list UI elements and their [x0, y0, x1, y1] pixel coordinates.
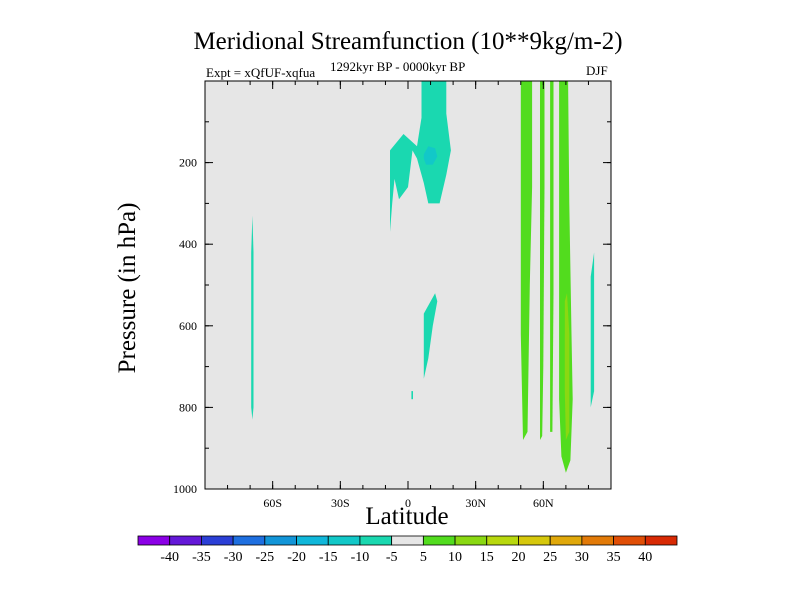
y-tick-label: 200	[179, 156, 197, 170]
colorbar-swatch	[232, 535, 266, 546]
colorbar-label: 30	[575, 550, 589, 565]
colorbar-label: 40	[638, 550, 652, 565]
colorbar-label: 5	[420, 550, 427, 565]
colorbar-label: 20	[511, 550, 525, 565]
colorbar-swatch	[644, 535, 678, 546]
colorbar-label: -35	[192, 550, 211, 565]
colorbar-swatch	[391, 535, 424, 546]
contour-region-nh-positive-column-a	[520, 81, 533, 440]
colorbar-swatch	[296, 535, 329, 546]
x-tick-label: 30N	[465, 496, 486, 510]
contour-region-nh-positive-column-b	[540, 81, 545, 440]
chart-title: Meridional Streamfunction (10**9kg/m-2)	[193, 28, 623, 55]
y-tick-label: 400	[179, 237, 197, 251]
colorbar-swatch	[264, 535, 297, 546]
colorbar-swatch	[359, 535, 393, 546]
colorbar-swatch	[137, 535, 171, 546]
contour-region-nh-highlat-negative	[590, 252, 595, 408]
contour-region-tropical-core	[423, 146, 438, 165]
colorbar-label: -30	[224, 550, 243, 565]
colorbar-swatch	[454, 535, 488, 546]
y-tick-label: 600	[179, 319, 197, 333]
colorbar-swatch	[581, 535, 614, 546]
x-tick-label: 30S	[331, 496, 350, 510]
y-tick-label: 1000	[173, 482, 197, 496]
colorbar-label: -25	[255, 550, 274, 565]
colorbar-swatch	[518, 535, 551, 546]
contour-region-tropical-lower-band	[423, 293, 438, 379]
colorbar-label: -20	[287, 550, 306, 565]
contour-region-sh-highlat-column	[251, 215, 254, 420]
contour-region-nh-positive-column-c	[550, 81, 554, 432]
colorbar-swatch	[486, 535, 519, 546]
experiment-label: Expt = xQfUF-xqfua	[206, 65, 316, 80]
x-tick-label: 60S	[263, 496, 282, 510]
colorbar-swatch	[327, 535, 361, 546]
colorbar-swatch	[613, 535, 646, 546]
x-axis-label: Latitude	[365, 503, 449, 530]
colorbar-label: -10	[351, 550, 370, 565]
colorbar-label: 15	[480, 550, 494, 565]
colorbar-swatch	[422, 535, 456, 546]
colorbar-label: -5	[386, 550, 398, 565]
contour-region-tropical-upper-cell	[390, 81, 451, 232]
season-label: DJF	[586, 63, 608, 78]
colorbar-swatch	[549, 535, 583, 546]
x-tick-label: 60N	[533, 496, 554, 510]
contour-region-equator-speck	[411, 391, 413, 400]
y-tick-label: 800	[179, 400, 197, 414]
colorbar-label: -15	[319, 550, 338, 565]
colorbar-label: -40	[160, 550, 179, 565]
colorbar-label: 35	[607, 550, 621, 565]
colorbar-swatch	[169, 535, 202, 546]
colorbar-label: 10	[448, 550, 462, 565]
period-label: 1292kyr BP - 0000kyr BP	[330, 59, 466, 74]
colorbar-swatch	[201, 535, 234, 546]
colorbar-label: 25	[543, 550, 557, 565]
x-tick-label: 0	[405, 496, 411, 510]
contour-region-nh-positive-core	[564, 293, 570, 440]
